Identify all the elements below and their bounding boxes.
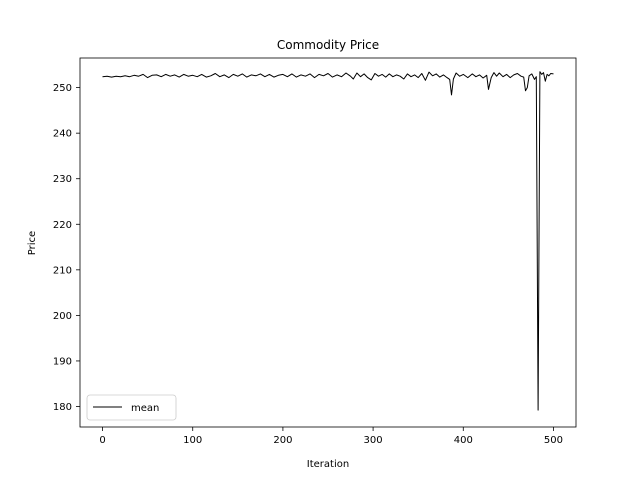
x-axis-label: Iteration	[307, 459, 349, 470]
y-tick-label: 220	[53, 220, 72, 231]
y-axis-label: Price	[27, 231, 38, 255]
x-tick-label: 300	[364, 435, 383, 446]
legend: mean	[86, 394, 177, 421]
x-tick-label: 500	[544, 435, 563, 446]
y-tick-label: 240	[53, 129, 72, 140]
series-line-0	[102, 71, 554, 411]
x-tick-label: 0	[99, 435, 105, 446]
y-tick-label: 210	[53, 265, 72, 276]
x-tick-label: 200	[273, 435, 292, 446]
y-tick-label: 190	[53, 356, 72, 367]
y-tick-label: 200	[53, 311, 72, 322]
x-tick-label: 100	[183, 435, 202, 446]
legend-label: mean	[131, 403, 159, 414]
y-tick-label: 180	[53, 402, 72, 413]
legend-box	[86, 394, 177, 421]
chart-title: Commodity Price	[277, 38, 379, 52]
x-tick-label: 400	[454, 435, 473, 446]
axes-frame	[79, 57, 577, 428]
y-axis: 180 190 200 210 220 230 240 250	[53, 83, 80, 413]
x-axis: 0 100 200 300 400 500	[99, 427, 563, 446]
y-tick-label: 250	[53, 83, 72, 94]
plot-area	[102, 71, 554, 411]
y-tick-label: 230	[53, 174, 72, 185]
